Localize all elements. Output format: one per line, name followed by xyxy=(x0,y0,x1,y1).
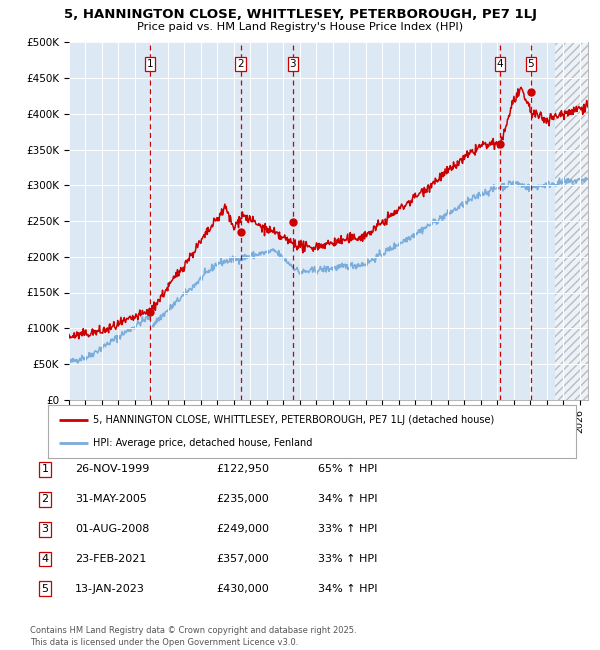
Text: 33% ↑ HPI: 33% ↑ HPI xyxy=(318,524,377,534)
Text: 1: 1 xyxy=(41,464,49,474)
Text: Price paid vs. HM Land Registry's House Price Index (HPI): Price paid vs. HM Land Registry's House … xyxy=(137,22,463,32)
Text: 5: 5 xyxy=(527,58,535,69)
Text: 34% ↑ HPI: 34% ↑ HPI xyxy=(318,494,377,504)
Text: HPI: Average price, detached house, Fenland: HPI: Average price, detached house, Fenl… xyxy=(93,438,312,448)
Text: 23-FEB-2021: 23-FEB-2021 xyxy=(75,554,146,564)
Text: 5: 5 xyxy=(41,584,49,594)
Text: 1: 1 xyxy=(146,58,153,69)
Text: 3: 3 xyxy=(41,524,49,534)
Text: 13-JAN-2023: 13-JAN-2023 xyxy=(75,584,145,594)
Bar xyxy=(555,42,588,400)
Text: £249,000: £249,000 xyxy=(216,524,269,534)
Text: £357,000: £357,000 xyxy=(216,554,269,564)
Text: 3: 3 xyxy=(289,58,296,69)
Bar xyxy=(555,42,588,400)
Text: 2: 2 xyxy=(238,58,244,69)
Text: 5, HANNINGTON CLOSE, WHITTLESEY, PETERBOROUGH, PE7 1LJ (detached house): 5, HANNINGTON CLOSE, WHITTLESEY, PETERBO… xyxy=(93,415,494,425)
Text: 01-AUG-2008: 01-AUG-2008 xyxy=(75,524,149,534)
Text: 4: 4 xyxy=(497,58,503,69)
Text: £122,950: £122,950 xyxy=(216,464,269,474)
Text: 2: 2 xyxy=(41,494,49,504)
Text: 65% ↑ HPI: 65% ↑ HPI xyxy=(318,464,377,474)
Text: 26-NOV-1999: 26-NOV-1999 xyxy=(75,464,149,474)
Text: 33% ↑ HPI: 33% ↑ HPI xyxy=(318,554,377,564)
Text: Contains HM Land Registry data © Crown copyright and database right 2025.
This d: Contains HM Land Registry data © Crown c… xyxy=(30,626,356,647)
Text: £430,000: £430,000 xyxy=(216,584,269,594)
Text: 5, HANNINGTON CLOSE, WHITTLESEY, PETERBOROUGH, PE7 1LJ: 5, HANNINGTON CLOSE, WHITTLESEY, PETERBO… xyxy=(64,8,536,21)
Text: £235,000: £235,000 xyxy=(216,494,269,504)
Text: 34% ↑ HPI: 34% ↑ HPI xyxy=(318,584,377,594)
Text: 4: 4 xyxy=(41,554,49,564)
Text: 31-MAY-2005: 31-MAY-2005 xyxy=(75,494,147,504)
